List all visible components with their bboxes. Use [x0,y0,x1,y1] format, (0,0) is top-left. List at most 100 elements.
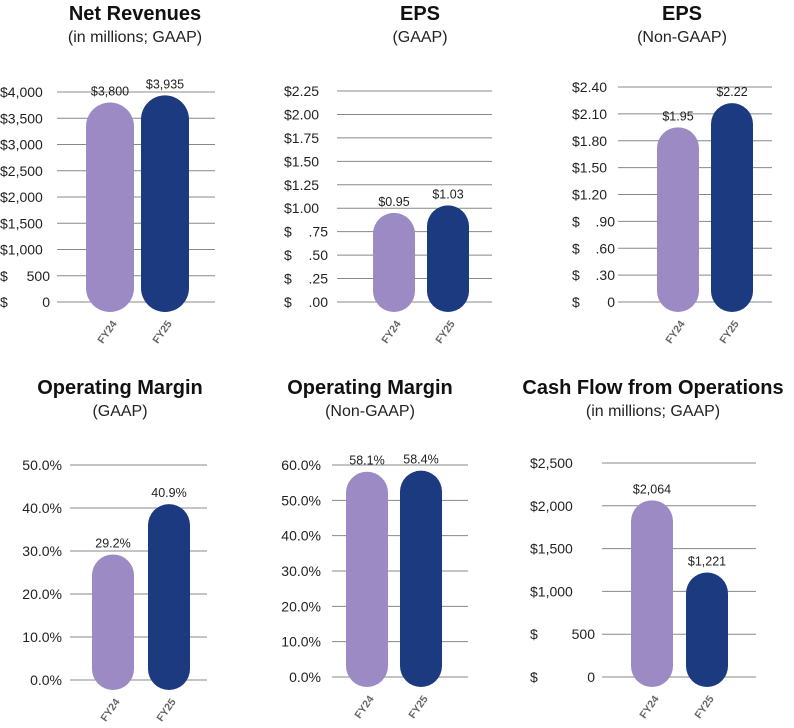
y-tick-label: $1.75 [284,130,319,146]
y-tick-label: $4,000 [0,84,43,100]
chart-title: Operating Margin [37,377,203,399]
y-tick-label: 0 [42,294,50,310]
chart-subtitle: (in millions; GAAP) [585,403,721,420]
y-tick-label: .00 [309,294,329,310]
y-tick-label: $2.40 [572,79,607,95]
eps-gaap-chart: $ .00 $ .25 $ .50 $ .75 $1.00 $1.25 $1.50 $1.75 $2.0… [284,83,492,346]
y-tick-label: $ [0,294,8,310]
x-category-label: FY25 [692,693,716,721]
y-tick-label: 0.0% [289,669,321,685]
chart-subtitle: (GAAP) [92,403,148,420]
x-category-label: FY24 [352,693,376,721]
y-tick-label: $ [284,224,292,240]
y-tick-label: $1,000 [530,583,573,599]
eps-non-gaap-chart: $0 $ .30 $ .60 $ .90 $1.20 $1.50 $1.80 $2.10 $2.40 $… [572,79,772,346]
y-tick-label: $1,500 [0,215,43,231]
operating-margin-non-gaap-chart: 0.0% 10.0% 20.0% 30.0% 40.0% 50.0% 60.0% 58.1% F… [281,453,468,721]
x-category-label: FY24 [663,318,687,346]
bar-fy24 [373,212,415,312]
data-label: 58.4% [403,453,438,467]
bar-fy25 [427,205,469,312]
y-tick-label: 60.0% [281,457,321,473]
data-label: $2.22 [716,85,747,99]
x-category-label: FY25 [406,693,430,721]
operating-margin-gaap-chart: 0.0% 10.0% 20.0% 30.0% 40.0% 50.0% 29.2% FY24 40… [22,457,207,724]
y-tick-label: $2,000 [0,189,43,205]
y-tick-label: 0.0% [30,672,62,688]
y-tick-label: $ [572,213,580,229]
x-category-label: FY24 [98,696,122,724]
chart-title: Cash Flow from Operations [522,377,784,399]
x-category-label: FY25 [433,318,457,346]
chart-subtitle: (Non-GAAP) [325,403,415,420]
y-tick-label: 40.0% [22,500,62,516]
bar-fy25 [148,504,190,690]
y-tick-label: $2.25 [284,83,319,99]
bar-fy24 [657,127,699,312]
chart-subtitle: (in millions; GAAP) [67,29,203,46]
y-tick-label: 0 [607,294,615,310]
y-tick-label: $ [572,294,580,310]
bar-fy24 [92,554,134,690]
y-tick-label: $2.00 [284,106,319,122]
y-tick-label: 20.0% [281,598,321,614]
data-label: $0.95 [378,195,409,209]
y-tick-label: $3,000 [0,137,43,153]
data-label: $3,800 [91,85,129,99]
chart-subtitle: (GAAP) [392,29,448,46]
y-tick-label: .30 [596,267,616,283]
y-tick-label: 10.0% [281,634,321,650]
bar-fy24 [86,102,134,312]
data-label: 29.2% [95,536,130,550]
y-tick-label: $1.00 [284,200,319,216]
y-tick-label: 40.0% [281,528,321,544]
y-tick-label: $ [530,626,538,642]
x-category-label: FY24 [637,693,661,721]
y-tick-label: $2,000 [530,498,573,514]
y-tick-label: 50.0% [281,492,321,508]
y-tick-label: .60 [596,240,616,256]
data-label: 58.1% [349,454,384,468]
chart-title: Operating Margin [287,377,453,399]
y-tick-label: $1.50 [572,160,607,176]
y-tick-label: $1,500 [530,541,573,557]
x-category-label: FY24 [95,318,119,346]
y-tick-label: .75 [309,224,329,240]
bar-fy24 [631,500,673,687]
y-tick-label: $ [284,294,292,310]
y-tick-label: $1.25 [284,177,319,193]
y-tick-label: $1.50 [284,153,319,169]
y-tick-label: $1,000 [0,242,43,258]
y-tick-label: $3,500 [0,110,43,126]
x-category-label: FY25 [154,696,178,724]
y-tick-label: .90 [596,213,616,229]
y-tick-label: $ [530,669,538,685]
chart-title: Net Revenues [68,3,202,25]
y-tick-label: $1.80 [572,133,607,149]
data-label: $3,935 [146,77,184,91]
bar-fy25 [141,95,189,312]
y-tick-label: 10.0% [22,629,62,645]
y-tick-label: .25 [309,271,329,287]
bar-fy25 [400,470,442,687]
y-tick-label: 500 [27,268,51,284]
y-tick-label: $ [572,240,580,256]
y-tick-label: $ [572,267,580,283]
y-tick-label: $2,500 [0,163,43,179]
data-label: $1.95 [662,109,693,123]
y-tick-label: 30.0% [281,563,321,579]
bar-fy25 [711,103,753,312]
chart-title: EPS [661,3,703,25]
y-tick-label: $ [0,268,8,284]
x-category-label: FY25 [150,318,174,346]
y-tick-label: $1.20 [572,187,607,203]
chart-title: EPS [399,3,441,25]
y-tick-label: $2.10 [572,106,607,122]
y-tick-label: 20.0% [22,586,62,602]
y-tick-label: $ [284,271,292,287]
x-category-label: FY25 [717,318,741,346]
chart-subtitle: (Non-GAAP) [637,29,727,46]
data-label: $1,221 [688,554,726,568]
data-label: 40.9% [151,486,186,500]
data-label: $2,064 [633,482,671,496]
